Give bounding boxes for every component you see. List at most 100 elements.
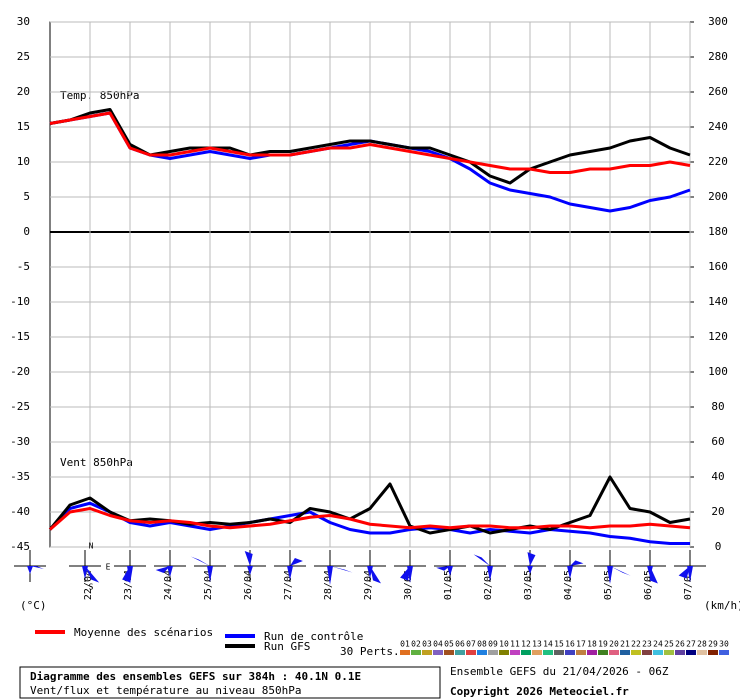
pert-label: 29 bbox=[708, 640, 718, 649]
pert-label: 14 bbox=[543, 640, 553, 649]
x-tick-label: 02/05 bbox=[483, 570, 494, 600]
pert-swatch bbox=[499, 650, 509, 655]
pert-label: 18 bbox=[587, 640, 597, 649]
pert-swatch bbox=[697, 650, 707, 655]
rose-petal bbox=[567, 566, 573, 579]
y2-tick-label: 280 bbox=[708, 50, 728, 63]
x-tick-label: 24/04 bbox=[163, 570, 174, 600]
rose-petal bbox=[367, 566, 373, 578]
wind-rose bbox=[69, 550, 101, 583]
wind-rose bbox=[154, 550, 186, 582]
pert-swatch bbox=[543, 650, 553, 655]
pert-swatch bbox=[510, 650, 520, 655]
pert-swatch bbox=[565, 650, 575, 655]
rose-petal bbox=[447, 566, 453, 576]
x-tick-label: 26/04 bbox=[243, 570, 254, 600]
x-tick-label: 29/04 bbox=[363, 570, 374, 600]
y2-tick-label: 180 bbox=[708, 225, 728, 238]
pert-label: 23 bbox=[642, 640, 652, 649]
pert-swatch bbox=[455, 650, 465, 655]
pert-swatch bbox=[708, 650, 718, 655]
y2-tick-label: 20 bbox=[711, 505, 724, 518]
pert-label: 08 bbox=[477, 640, 487, 649]
rose-petal bbox=[473, 554, 490, 566]
rose-petal bbox=[400, 566, 410, 581]
wind-rose bbox=[473, 550, 506, 582]
pert-swatch bbox=[719, 650, 729, 655]
pert-label: 02 bbox=[411, 640, 421, 649]
pert-swatch bbox=[609, 650, 619, 655]
pert-swatch bbox=[411, 650, 421, 655]
rose-petal bbox=[167, 566, 173, 577]
pert-swatch bbox=[576, 650, 586, 655]
y-tick-label: 10 bbox=[17, 155, 30, 168]
x-tick-label: 03/05 bbox=[523, 570, 534, 600]
rose-petal bbox=[82, 566, 88, 579]
wind-rose bbox=[394, 550, 426, 583]
y-tick-label: 20 bbox=[17, 85, 30, 98]
rose-petal bbox=[610, 566, 631, 576]
rose-petal bbox=[190, 556, 210, 566]
temp-label: Temp. 850hPa bbox=[60, 89, 139, 102]
rose-petal bbox=[687, 566, 693, 582]
pert-label: 06 bbox=[455, 640, 465, 649]
pert-swatch bbox=[400, 650, 410, 655]
legend-label: Run de contrôle bbox=[264, 630, 363, 643]
pert-label: 01 bbox=[400, 640, 410, 649]
pert-swatch bbox=[598, 650, 608, 655]
y2-tick-label: 300 bbox=[708, 15, 728, 28]
x-tick-label: 01/05 bbox=[443, 570, 454, 600]
pert-label: 13 bbox=[532, 640, 542, 649]
legend-label: Moyenne des scénarios bbox=[74, 626, 213, 639]
pert-swatch bbox=[422, 650, 432, 655]
y-tick-label: -10 bbox=[10, 295, 30, 308]
y2-tick-label: 0 bbox=[715, 540, 722, 553]
pert-swatch bbox=[653, 650, 663, 655]
pert-swatch bbox=[664, 650, 674, 655]
pert-label: 03 bbox=[422, 640, 432, 649]
pert-label: 27 bbox=[686, 640, 696, 649]
wind-rose bbox=[314, 550, 353, 585]
rose-petal bbox=[570, 560, 584, 566]
wind-rose bbox=[634, 550, 666, 584]
footer-subtitle: Vent/flux et température au niveau 850hP… bbox=[30, 684, 302, 697]
y-tick-label: -45 bbox=[10, 540, 30, 553]
y2-tick-label: 140 bbox=[708, 295, 728, 308]
pert-swatch bbox=[466, 650, 476, 655]
y-tick-label: -25 bbox=[10, 400, 30, 413]
y2-tick-label: 60 bbox=[711, 435, 724, 448]
y-unit: (°C) bbox=[20, 599, 47, 612]
rose-petal bbox=[607, 566, 613, 584]
wind-label: Vent 850hPa bbox=[60, 456, 133, 469]
pert-label: 07 bbox=[466, 640, 476, 649]
y2-tick-label: 220 bbox=[708, 155, 728, 168]
wind-rose bbox=[14, 550, 46, 582]
compass-n: N bbox=[89, 542, 94, 551]
rose-petal bbox=[290, 557, 303, 566]
pert-label: 15 bbox=[554, 640, 564, 649]
rose-petal bbox=[207, 566, 213, 582]
pert-label: 17 bbox=[576, 640, 586, 649]
y-tick-label: -35 bbox=[10, 470, 30, 483]
wind-rose bbox=[354, 550, 386, 584]
wind-line bbox=[49, 507, 691, 531]
compass-e: E bbox=[106, 563, 111, 572]
rose-petal bbox=[85, 566, 100, 583]
x-tick-label: 28/04 bbox=[323, 570, 334, 600]
wind-rose bbox=[274, 550, 306, 582]
rose-petal bbox=[436, 566, 450, 571]
pert-swatch bbox=[488, 650, 498, 655]
rose-petal bbox=[244, 551, 253, 566]
rose-petal bbox=[330, 566, 353, 573]
pert-label: 12 bbox=[521, 640, 531, 649]
y-tick-label: 0 bbox=[23, 225, 30, 238]
rose-petal bbox=[407, 566, 413, 583]
y2-tick-label: 260 bbox=[708, 85, 728, 98]
x-tick-label: 05/05 bbox=[603, 570, 614, 600]
pert-label: 24 bbox=[653, 640, 663, 649]
pert-label: 19 bbox=[598, 640, 608, 649]
pert-swatch bbox=[686, 650, 696, 655]
pert-label: 05 bbox=[444, 640, 454, 649]
x-tick-label: 27/04 bbox=[283, 570, 294, 600]
